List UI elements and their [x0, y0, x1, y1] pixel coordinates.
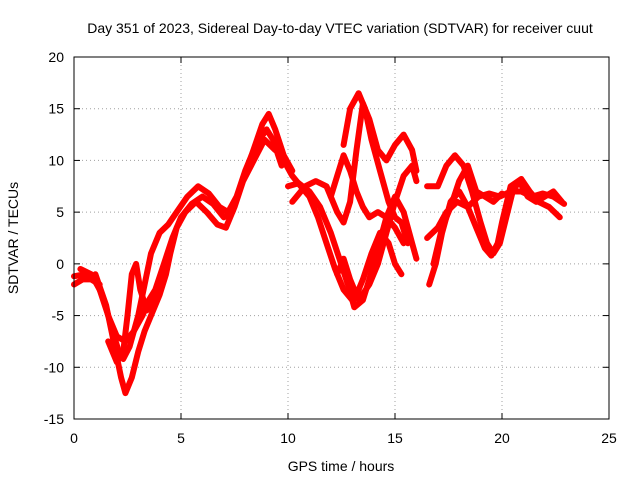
- series-track-9: [334, 229, 405, 298]
- plot-frame: [73, 56, 610, 420]
- y-tick-labels: -15 -10 -5 0 5 10 15 20: [44, 49, 64, 427]
- series-track-15: [71, 276, 103, 288]
- x-axis-label: GPS time / hours: [288, 458, 395, 474]
- y-axis-label: SDTVAR / TECUs: [5, 182, 21, 294]
- y-tick-label: -5: [52, 308, 65, 324]
- y-tick-label: 20: [48, 49, 64, 65]
- y-tick-label: -10: [44, 359, 64, 375]
- x-tick-label: 20: [494, 430, 510, 446]
- series-track-7: [289, 100, 420, 226]
- x-tick-label: 10: [280, 430, 296, 446]
- series-track-4: [105, 260, 163, 366]
- y-tick-label: 15: [48, 101, 64, 117]
- data-series: [71, 90, 568, 397]
- x-tick-label: 15: [387, 430, 403, 446]
- series-track-14: [430, 162, 505, 267]
- series-track-6: [285, 180, 420, 311]
- y-tick-label: -15: [44, 411, 64, 427]
- x-tick-labels: 0 5 10 15 20 25: [70, 430, 617, 446]
- y-tick-label: 0: [56, 256, 64, 272]
- series-track-8: [340, 90, 411, 247]
- series-track-10: [327, 152, 407, 247]
- y-tick-label: 5: [56, 204, 64, 220]
- y-tick-label: 10: [48, 152, 64, 168]
- x-tick-label: 0: [70, 430, 78, 446]
- series-track-3: [92, 136, 279, 397]
- axis-ticks: [73, 56, 610, 420]
- x-tick-label: 25: [601, 430, 617, 446]
- chart-title: Day 351 of 2023, Sidereal Day-to-day VTE…: [87, 20, 593, 36]
- x-tick-label: 5: [177, 430, 185, 446]
